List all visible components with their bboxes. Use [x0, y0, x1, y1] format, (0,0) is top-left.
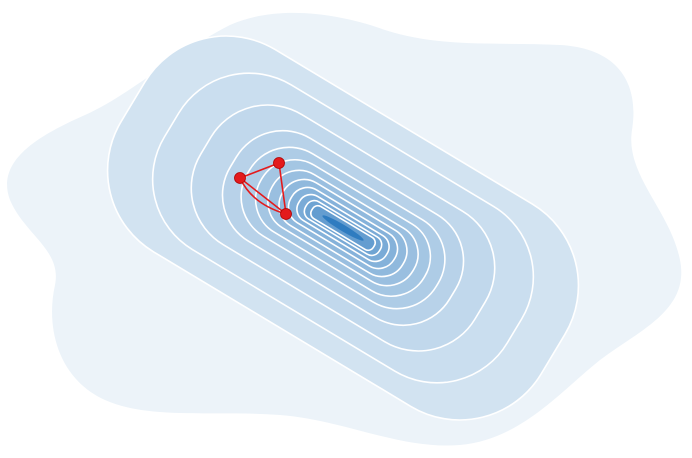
simplex-vertex-1 [234, 172, 246, 184]
simplex-vertex-2 [273, 157, 285, 169]
simplex [234, 157, 292, 220]
simplex-vertex-3 [280, 208, 292, 220]
simplex-edges [238, 161, 288, 216]
minimum-core [322, 215, 364, 241]
